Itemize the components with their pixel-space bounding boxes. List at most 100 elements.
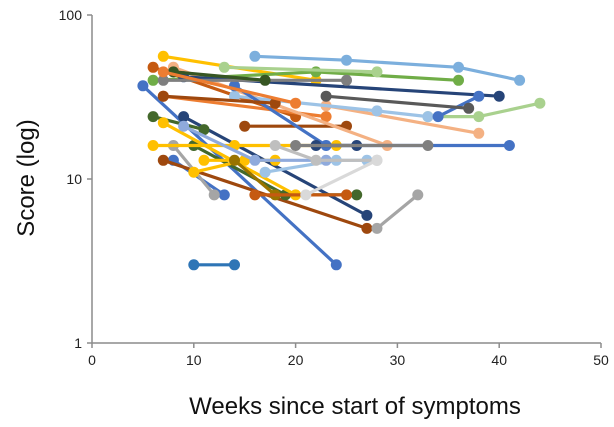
data-point bbox=[147, 111, 159, 123]
series-1 bbox=[188, 259, 240, 271]
data-point bbox=[188, 259, 200, 271]
data-point bbox=[453, 61, 464, 73]
data-point bbox=[157, 74, 169, 86]
data-point bbox=[361, 222, 373, 234]
series-14 bbox=[229, 154, 281, 201]
data-point bbox=[218, 61, 230, 73]
data-point bbox=[473, 90, 485, 102]
data-point bbox=[534, 97, 546, 109]
data-point bbox=[320, 111, 332, 123]
series-2 bbox=[137, 80, 342, 271]
series-line bbox=[161, 94, 277, 105]
data-point bbox=[188, 166, 200, 178]
series-37 bbox=[300, 154, 383, 201]
data-point bbox=[371, 154, 383, 166]
series-line bbox=[304, 158, 379, 197]
x-tick-label: 10 bbox=[186, 352, 202, 368]
series-25 bbox=[249, 50, 526, 86]
series-33 bbox=[320, 90, 475, 114]
data-point bbox=[229, 154, 240, 166]
series-line bbox=[324, 104, 481, 135]
series-40 bbox=[157, 66, 302, 109]
series-line bbox=[161, 70, 298, 105]
series-line bbox=[171, 70, 267, 82]
series-line bbox=[232, 158, 277, 197]
series-line bbox=[141, 84, 338, 267]
data-point bbox=[422, 140, 434, 151]
data-point bbox=[503, 140, 515, 151]
data-point bbox=[371, 105, 383, 117]
data-point bbox=[249, 154, 261, 166]
series-35 bbox=[290, 140, 434, 151]
data-point bbox=[229, 259, 240, 271]
plot-area: 0 10 20 30 40 50 1 10 100 bbox=[59, 7, 609, 368]
data-point bbox=[341, 74, 352, 86]
data-point bbox=[157, 50, 169, 62]
x-tick-label: 40 bbox=[491, 352, 507, 368]
data-point bbox=[453, 74, 464, 86]
data-point bbox=[157, 154, 169, 166]
data-point bbox=[147, 140, 159, 151]
x-tick-label: 20 bbox=[288, 352, 304, 368]
data-point bbox=[493, 90, 505, 102]
series-line bbox=[324, 94, 471, 110]
data-point bbox=[371, 66, 383, 78]
data-point bbox=[310, 66, 322, 78]
data-point bbox=[249, 50, 261, 62]
data-point bbox=[473, 127, 485, 139]
y-axis-title: Score (log) bbox=[13, 119, 40, 236]
data-point bbox=[218, 189, 230, 201]
series-line bbox=[253, 54, 522, 82]
data-point bbox=[147, 74, 159, 86]
data-point bbox=[208, 189, 220, 201]
data-point bbox=[178, 111, 190, 123]
data-point bbox=[147, 61, 159, 73]
data-point bbox=[361, 209, 373, 221]
data-point bbox=[157, 90, 169, 102]
x-tick-label: 0 bbox=[88, 352, 96, 368]
data-point bbox=[157, 117, 169, 129]
data-point bbox=[514, 74, 526, 86]
series-7 bbox=[178, 111, 373, 221]
series-line bbox=[182, 114, 369, 217]
x-axis-title: Weeks since start of symptoms bbox=[189, 393, 521, 420]
y-ticks: 1 10 100 bbox=[59, 7, 92, 351]
data-point bbox=[269, 140, 281, 151]
data-point bbox=[239, 120, 251, 132]
series-23 bbox=[218, 61, 383, 78]
data-point bbox=[341, 54, 352, 66]
x-ticks: 0 10 20 30 40 50 bbox=[88, 343, 609, 368]
data-point bbox=[259, 166, 271, 178]
data-point bbox=[300, 189, 312, 201]
data-point bbox=[371, 222, 383, 234]
data-point bbox=[351, 189, 363, 201]
y-tick-label: 100 bbox=[59, 7, 83, 23]
data-point bbox=[290, 97, 302, 109]
data-point bbox=[198, 154, 210, 166]
data-point bbox=[249, 189, 261, 201]
data-point bbox=[137, 80, 149, 92]
data-point bbox=[320, 90, 332, 102]
data-point bbox=[432, 111, 444, 123]
data-point bbox=[157, 66, 169, 78]
data-point bbox=[412, 189, 424, 201]
data-point bbox=[290, 140, 302, 151]
data-point bbox=[341, 189, 352, 201]
y-tick-label: 10 bbox=[66, 171, 82, 187]
series-line bbox=[375, 193, 420, 230]
series-line bbox=[222, 65, 379, 74]
data-point bbox=[310, 154, 322, 166]
x-tick-label: 50 bbox=[593, 352, 609, 368]
data-point bbox=[422, 111, 434, 123]
series-layer bbox=[137, 50, 546, 271]
data-point bbox=[178, 120, 190, 132]
data-point bbox=[473, 111, 485, 123]
data-point bbox=[198, 124, 210, 136]
x-tick-label: 30 bbox=[390, 352, 406, 368]
data-point bbox=[463, 102, 475, 114]
series-6 bbox=[371, 189, 424, 234]
y-tick-label: 1 bbox=[74, 335, 82, 351]
data-point bbox=[330, 259, 342, 271]
data-point bbox=[259, 74, 271, 86]
